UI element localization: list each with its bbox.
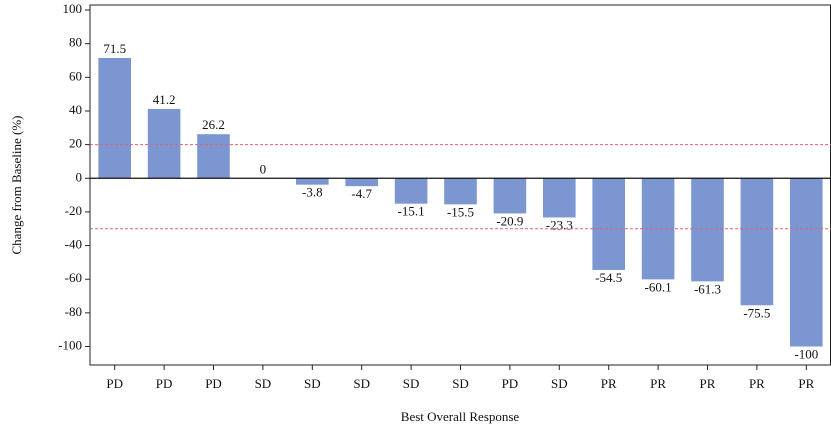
value-label: -4.7	[351, 186, 372, 201]
y-tick-label: -80	[65, 304, 82, 319]
value-label: 0	[260, 161, 267, 176]
bar	[592, 178, 626, 270]
y-tick-label: 100	[63, 1, 83, 16]
bar	[493, 178, 527, 214]
y-tick-label: 20	[69, 136, 82, 151]
bar	[295, 178, 329, 185]
x-tick-label: PD	[205, 376, 222, 391]
x-tick-label: SD	[452, 376, 469, 391]
x-tick-label: PR	[749, 376, 765, 391]
y-axis-label: Change from Baseline (%)	[9, 116, 24, 255]
y-tick-label: -60	[65, 270, 82, 285]
x-tick-label: PR	[798, 376, 814, 391]
value-label: -75.5	[743, 305, 770, 320]
x-axis-label: Best Overall Response	[401, 409, 520, 424]
bar	[197, 134, 230, 179]
bar	[691, 178, 724, 282]
bar	[542, 178, 576, 218]
bar	[345, 178, 379, 187]
value-label: -15.5	[447, 204, 474, 219]
y-tick-label: 80	[69, 35, 82, 50]
y-tick-label: 40	[69, 102, 82, 117]
value-label: -100	[794, 346, 818, 361]
value-label: -61.3	[694, 281, 721, 296]
bar	[394, 178, 428, 204]
bar	[740, 178, 774, 306]
y-tick-label: -40	[65, 237, 82, 252]
x-tick-label: SD	[403, 376, 420, 391]
value-label: 26.2	[202, 117, 225, 132]
x-tick-label: SD	[353, 376, 370, 391]
x-tick-label: SD	[304, 376, 321, 391]
bar	[789, 178, 823, 347]
x-tick-label: SD	[551, 376, 568, 391]
value-label: -3.8	[302, 185, 323, 200]
x-tick-label: PR	[601, 376, 617, 391]
value-label: -20.9	[496, 213, 523, 228]
y-tick-label: 60	[69, 68, 82, 83]
value-label: -54.5	[595, 270, 622, 285]
bar	[444, 178, 477, 205]
bar	[147, 108, 181, 179]
x-tick-label: PD	[156, 376, 173, 391]
x-tick-label: PD	[502, 376, 519, 391]
x-tick-label: PD	[106, 376, 123, 391]
value-label: -23.3	[546, 217, 573, 232]
value-label: -60.1	[645, 279, 672, 294]
value-label: -15.1	[398, 204, 425, 219]
value-label: 41.2	[153, 92, 176, 107]
y-tick-label: -100	[58, 337, 82, 352]
x-tick-label: SD	[255, 376, 272, 391]
bar	[98, 57, 132, 179]
value-label: 71.5	[103, 41, 126, 56]
x-tick-label: PR	[650, 376, 666, 391]
y-tick-label: -20	[65, 203, 82, 218]
y-tick-label: 0	[76, 169, 83, 184]
x-tick-label: PR	[700, 376, 716, 391]
